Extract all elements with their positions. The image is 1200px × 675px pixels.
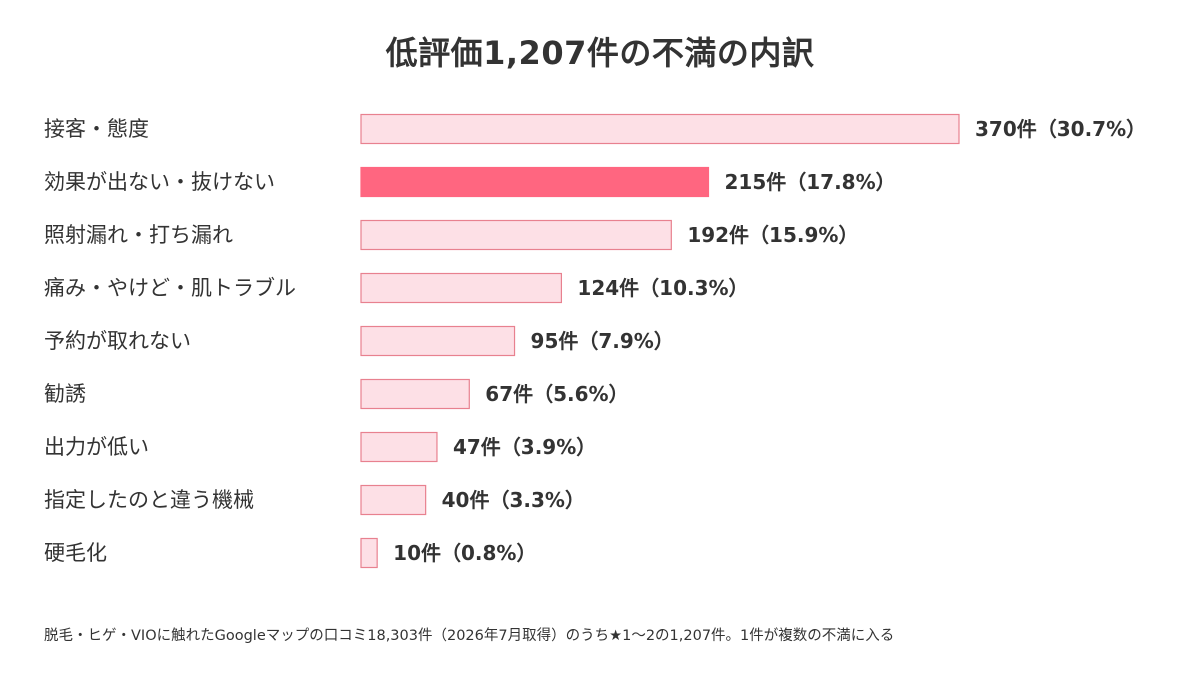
- bar: [360, 431, 438, 463]
- value-label: 95件（7.9%）: [531, 329, 674, 353]
- category-label: 指定したのと違う機械: [44, 488, 254, 512]
- category-label: 効果が出ない・抜けない: [44, 170, 275, 194]
- category-label: 照射漏れ・打ち漏れ: [44, 223, 233, 247]
- value-label: 192件（15.9%）: [687, 223, 858, 247]
- bar-highlighted: [360, 166, 710, 198]
- category-label: 痛み・やけど・肌トラブル: [44, 276, 296, 300]
- value-label: 10件（0.8%）: [393, 541, 536, 565]
- bar: [360, 325, 516, 357]
- bar: [360, 378, 470, 410]
- chart-title: 低評価1,207件の不満の内訳: [385, 34, 815, 72]
- bar: [360, 113, 960, 145]
- bar: [360, 272, 563, 304]
- category-label: 勧誘: [44, 382, 86, 406]
- bar: [360, 537, 378, 569]
- value-label: 124件（10.3%）: [577, 276, 748, 300]
- category-label: 硬毛化: [44, 541, 107, 565]
- bar: [360, 484, 427, 516]
- value-label: 215件（17.8%）: [724, 170, 895, 194]
- footnote: 脱毛・ヒゲ・VIOに触れたGoogleマップの口コミ18,303件（2026年7…: [44, 628, 895, 644]
- value-label: 67件（5.6%）: [485, 382, 628, 406]
- value-label: 370件（30.7%）: [975, 117, 1146, 141]
- value-label: 47件（3.9%）: [453, 435, 596, 459]
- category-label: 出力が低い: [44, 435, 149, 459]
- value-label: 40件（3.3%）: [442, 488, 585, 512]
- category-label: 予約が取れない: [44, 329, 191, 353]
- bar: [360, 219, 672, 251]
- category-label: 接客・態度: [44, 117, 149, 141]
